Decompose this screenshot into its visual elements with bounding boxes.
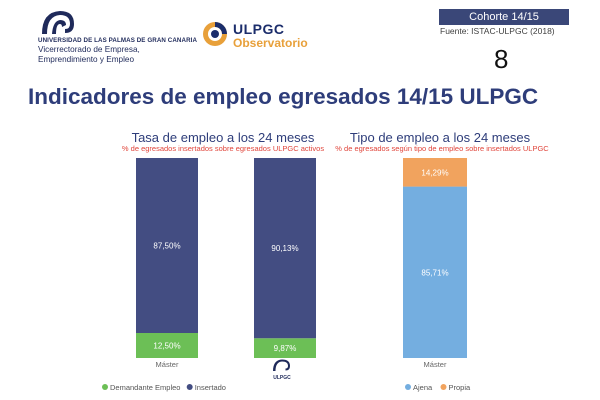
bar-c1-0-1 [136, 158, 198, 333]
bar-c1-0-0 [136, 333, 198, 358]
university-name: UNIVERSIDAD DE LAS PALMAS DE GRAN CANARI… [38, 37, 198, 44]
ulpgc-footer-logo-icon [273, 359, 290, 371]
bar-c2-0-0 [403, 186, 467, 358]
source-note: Fuente: ISTAC-ULPGC (2018) [440, 26, 555, 36]
chart2-title: Tipo de empleo a los 24 meses [349, 130, 531, 145]
bar-c1-1-0 [254, 338, 316, 358]
observatorio-logo-line2: Observatorio [233, 36, 308, 50]
vicerrectorado-name: Vicerrectorado de Empresa, Emprendimient… [38, 45, 140, 64]
chart1-title: Tasa de empleo a los 24 meses [131, 130, 315, 145]
legend-marker-c2-0 [405, 384, 411, 390]
data-label-c1-0-1: 87,50% [153, 242, 180, 251]
chart1-subtitle: % de egresados insertados sobre egresado… [121, 144, 325, 153]
data-label-c1-1-1: 90,13% [271, 244, 298, 253]
legend-marker-c1-0 [102, 384, 108, 390]
observatorio-logo-line1: ULPGC [233, 21, 285, 37]
university-logo [38, 8, 78, 41]
page-number: 8 [494, 44, 509, 74]
ulpgc-footer-logo-text: ULPGC [273, 375, 291, 381]
data-label-c2-0-1: 14,29% [421, 168, 448, 177]
cohorte-badge: Cohorte 14/15 [439, 9, 569, 25]
page-title: Indicadores de empleo egresados 14/15 UL… [28, 84, 539, 109]
category-label-c2-0: Máster [424, 360, 447, 369]
observatorio-logo-icon [201, 20, 229, 53]
legend-marker-c2-1 [440, 384, 447, 390]
category-label-c1-0: Máster [156, 360, 179, 369]
legend-label-c2-0: Ajena [413, 383, 433, 392]
legend-label-c1-0: Demandante Empleo [110, 383, 180, 392]
ulpgc-footer-logo: ULPGC [269, 358, 295, 381]
bar-c2-0-1 [403, 158, 467, 187]
chart2-subtitle: % de egresados según tipo de empleo sobr… [335, 144, 549, 153]
data-label-c1-0-0: 12,50% [153, 342, 180, 351]
legend-label-c2-1: Propia [449, 383, 472, 392]
legend-marker-c1-1 [186, 384, 193, 390]
data-label-c1-1-0: 9,87% [274, 344, 297, 353]
bar-c1-1-1 [254, 158, 316, 339]
data-label-c2-0-0: 85,71% [421, 268, 448, 277]
legend-label-c1-1: Insertado [195, 383, 226, 392]
